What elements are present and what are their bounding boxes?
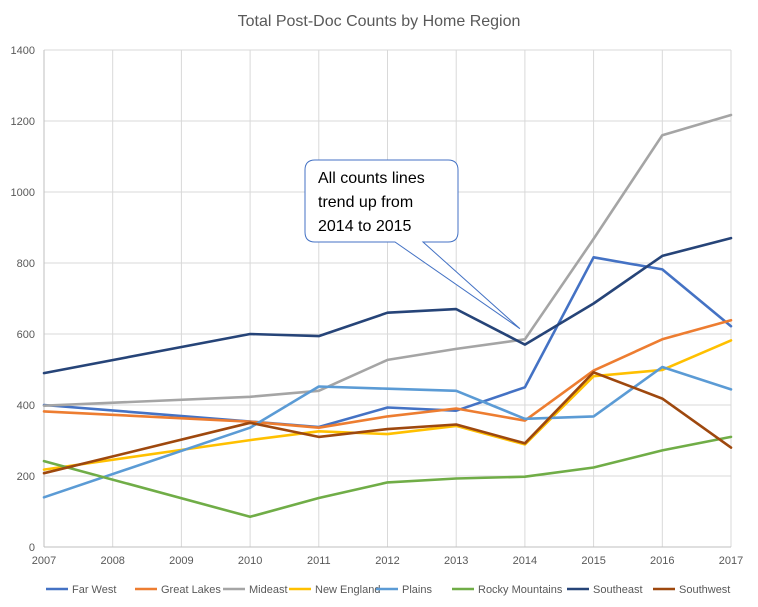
chart-title: Total Post-Doc Counts by Home Region [238,13,521,30]
series-line-new-england [42,339,733,471]
legend-label-plains: Plains [402,584,432,596]
series-line-mideast [42,113,733,408]
legend-label-southwest: Southwest [679,584,730,596]
x-tick-label-2012: 2012 [375,555,399,567]
x-tick-label-2008: 2008 [100,555,124,567]
x-tick-label-2007: 2007 [32,555,56,567]
x-tick-label-2010: 2010 [238,555,262,567]
x-tick-label-2009: 2009 [169,555,193,567]
y-tick-label-400: 400 [17,400,35,412]
y-tick-label-800: 800 [17,258,35,270]
legend-label-mideast: Mideast [249,584,288,596]
legend: Far West Great Lakes Mideast New England Pla… [46,584,730,596]
x-tick-label-2017: 2017 [719,555,743,567]
callout-text-line-3: 2014 to 2015 [318,218,412,235]
y-tick-label-1000: 1000 [11,187,35,199]
gridlines [44,49,732,547]
x-tick-label-2016: 2016 [650,555,674,567]
series-lines [42,113,733,519]
callout-text-line-2: trend up from [318,194,413,211]
axes [43,50,731,548]
series-line-southwest [42,370,733,475]
x-tick-label-2014: 2014 [513,555,537,567]
annotation-callout: All counts lines trend up from 2014 to 201… [304,159,521,330]
callout-bubble [304,159,521,330]
y-axis-tick-labels: 0 200 400 600 800 1000 1200 1400 [11,45,35,554]
y-tick-label-1400: 1400 [11,45,35,57]
y-tick-label-1200: 1200 [11,116,35,128]
y-tick-label-200: 200 [17,471,35,483]
x-tick-label-2013: 2013 [444,555,468,567]
x-tick-label-2015: 2015 [581,555,605,567]
series-line-far-west [42,255,733,429]
series-line-southeast [42,236,733,375]
legend-label-great-lakes: Great Lakes [161,584,221,596]
series-line-great-lakes [42,318,733,430]
legend-label-southeast: Southeast [593,584,643,596]
x-axis-tick-labels: 2007 2008 2009 2010 2011 2012 2013 2014 2015 2016… [32,555,743,567]
x-tick-label-2011: 2011 [307,555,331,567]
legend-label-rocky-mountains: Rocky Mountains [478,584,563,596]
legend-label-far-west: Far West [72,584,116,596]
legend-label-new-england: New England [315,584,380,596]
y-tick-label-600: 600 [17,329,35,341]
series-line-rocky-mountains [42,435,733,519]
y-tick-label-0: 0 [29,542,35,554]
series-line-plains [42,365,733,499]
callout-text-line-1: All counts lines [318,170,425,187]
